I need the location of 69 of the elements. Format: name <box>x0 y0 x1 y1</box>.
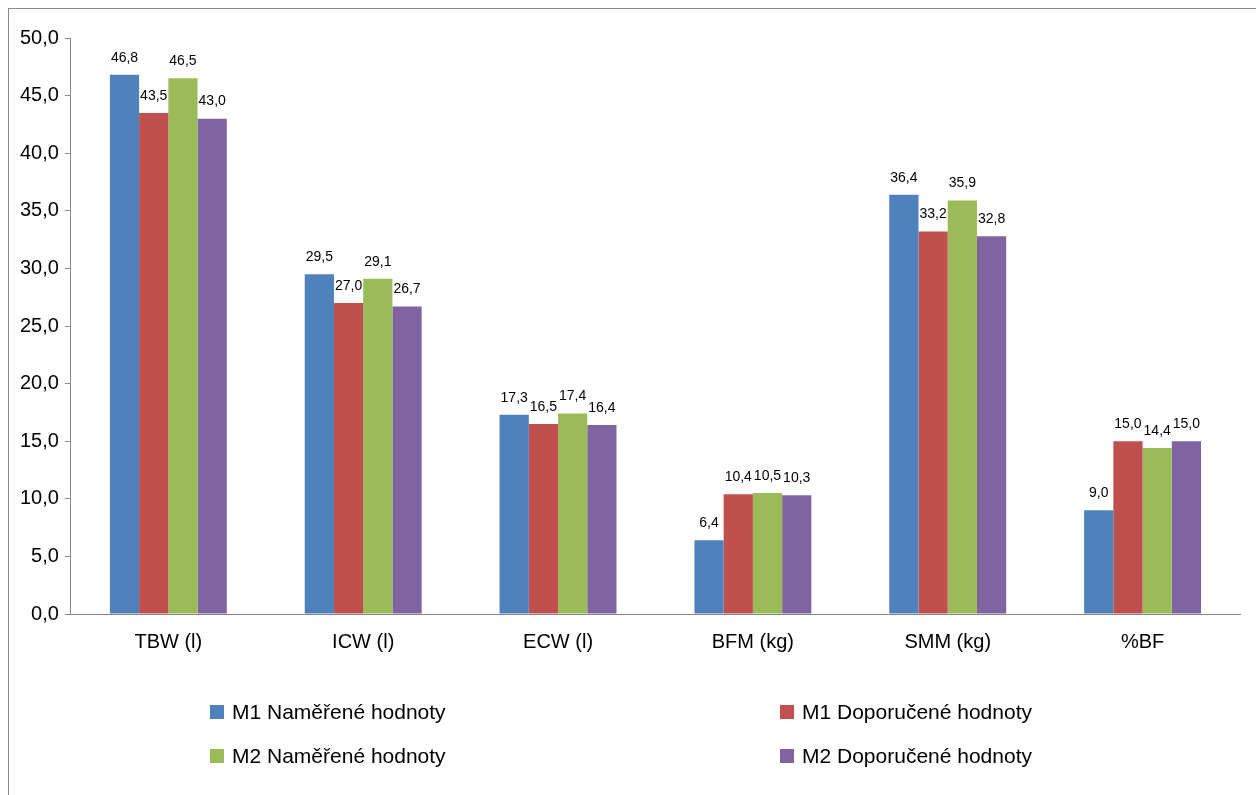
bar <box>889 194 919 614</box>
data-label: 36,4 <box>890 168 918 185</box>
x-tick-label: %BF <box>1120 629 1165 652</box>
bar <box>1113 441 1143 614</box>
bar <box>723 494 753 614</box>
bar <box>168 78 198 614</box>
bar <box>109 74 140 614</box>
legend-label: M1 Doporučené hodnoty <box>802 700 1032 724</box>
bar <box>947 200 977 614</box>
bar <box>1171 441 1202 614</box>
y-tick-label: 20,0 <box>19 371 59 394</box>
bar <box>694 540 724 614</box>
bar <box>139 112 169 614</box>
data-label: 43,5 <box>140 86 168 103</box>
y-tick-label: 30,0 <box>19 255 59 278</box>
x-tick-label: ICW (l) <box>332 629 395 652</box>
bar <box>528 423 559 614</box>
data-label: 6,4 <box>699 514 719 531</box>
x-tick-label: ECW (l) <box>523 629 594 652</box>
data-label: 10,3 <box>783 469 811 486</box>
data-label: 33,2 <box>919 205 947 222</box>
data-label: 43,0 <box>198 92 227 109</box>
bar <box>782 495 812 614</box>
y-tick-label: 45,0 <box>19 83 59 106</box>
data-label: 15,0 <box>1114 415 1142 432</box>
y-tick-label: 5,0 <box>31 543 59 566</box>
legend-label: M2 Naměřené hodnoty <box>232 744 446 768</box>
data-label: 46,8 <box>110 48 139 65</box>
data-label: 16,5 <box>529 397 558 414</box>
x-tick-label: SMM (kg) <box>904 629 992 652</box>
data-label: 26,7 <box>393 280 421 297</box>
y-tick-label: 25,0 <box>19 313 59 336</box>
data-label: 14,4 <box>1143 421 1172 438</box>
bar <box>558 413 588 614</box>
x-tick-label: BFM (kg) <box>711 629 794 652</box>
bar <box>1142 448 1172 614</box>
data-label: 46,5 <box>169 52 197 69</box>
data-label: 29,1 <box>364 252 392 269</box>
bar <box>304 274 334 614</box>
data-label: 27,0 <box>334 276 363 293</box>
bar <box>392 306 422 614</box>
data-label: 10,4 <box>724 468 753 485</box>
x-tick-label: TBW (l) <box>134 629 203 652</box>
bar <box>499 414 529 614</box>
data-label: 29,5 <box>305 248 334 265</box>
data-label: 15,0 <box>1172 415 1201 432</box>
y-tick-label: 50,0 <box>19 25 59 48</box>
y-tick-label: 40,0 <box>19 140 59 163</box>
y-tick-label: 0,0 <box>31 601 59 624</box>
y-tick-label: 15,0 <box>19 428 59 451</box>
data-label: 9,0 <box>1089 484 1109 501</box>
legend-label: M1 Naměřené hodnoty <box>232 700 446 724</box>
bar <box>976 236 1007 614</box>
bar <box>587 425 617 614</box>
bar <box>197 118 227 614</box>
data-label: 17,3 <box>500 388 529 405</box>
data-label: 17,4 <box>559 387 587 404</box>
bar <box>363 278 393 614</box>
y-tick-label: 35,0 <box>19 198 59 221</box>
bar <box>918 231 948 614</box>
y-tick-label: 10,0 <box>19 486 59 509</box>
data-label: 10,5 <box>753 466 782 483</box>
data-label: 32,8 <box>977 210 1006 226</box>
legend-label: M2 Doporučené hodnoty <box>802 744 1032 768</box>
data-label: 35,9 <box>948 174 977 191</box>
bar <box>333 302 364 614</box>
bar <box>1084 510 1114 614</box>
bar <box>752 493 783 614</box>
data-label: 16,4 <box>588 398 616 415</box>
